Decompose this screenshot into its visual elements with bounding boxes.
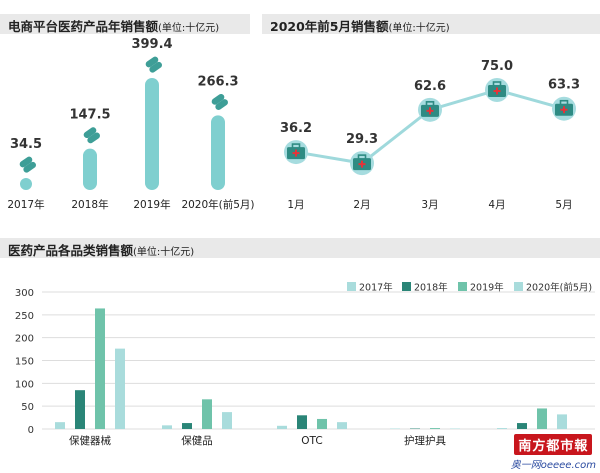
capsule-icon [215,99,228,110]
bar--2017年 [497,428,507,429]
legend-label: 2019年 [470,282,504,294]
capsule-icon [87,132,100,144]
legend-swatch [458,282,467,291]
value-label: 36.2 [280,121,312,136]
capsule-icon [211,93,225,105]
bar--2019年 [537,408,547,429]
category-label: 保健器械 [69,434,111,447]
bar-2017 [20,178,32,190]
category-label: 2020年(前5月) [181,198,254,211]
category-label: 3月 [421,199,438,211]
title-band-monthly [262,14,600,34]
medical-kit-icon [350,151,374,176]
capsule-icon [23,161,36,173]
bar-3 [145,78,159,190]
medical-kit-icon [552,96,576,121]
legend-label: 2017年 [359,282,393,294]
bar--2018年 [517,423,527,429]
capsule-icon [149,61,162,73]
bar-保健器械-2019年 [95,308,105,429]
bar-保健品-2020年(前5月) [222,412,232,429]
annual-sales-title: 电商平台医药产品年销售额(单位:十亿元) [8,19,220,34]
capsule-icon [83,127,97,139]
bar-4 [211,115,225,190]
bar-OTC-2018年 [297,415,307,429]
kit-cross [560,108,568,111]
bar-保健品-2017年 [162,425,172,429]
title-band-annual [0,14,250,34]
medical-kit-icon [485,78,509,102]
kit-cross [292,152,300,155]
bar-2 [83,148,97,190]
y-tick-label: 50 [21,402,34,413]
category-label: 2019年 [133,198,170,211]
value-label: 399.4 [131,38,172,52]
kit-cross [426,109,434,112]
capsule-icon [211,93,228,110]
legend-label: 2018年 [414,282,448,294]
bar-护理护具-2019年 [430,428,440,429]
bar-保健品-2018年 [182,423,192,429]
bar-OTC-2020年(前5月) [337,422,347,429]
bar--2020年(前5月) [557,414,567,429]
category-label: 1月 [287,199,304,211]
y-tick-label: 300 [15,288,34,299]
category-label: 保健品 [181,434,213,447]
value-label: 29.3 [346,132,378,147]
category-label: 2018年 [71,198,108,211]
medical-kit-icon [284,140,308,165]
category-sales-title: 医药产品各品类销售额(单位:十亿元) [8,243,195,258]
legend-swatch [347,282,356,291]
value-label: 75.0 [481,59,513,74]
category-label: 护理护具 [404,434,446,447]
category-sales-chart: 0 50 100 150 200 250 300 保健器械 保健品 OTC 护理护具 2017年 201… [15,282,595,447]
newspaper-logo: 南方都市報 奥一网oeeee.com [511,434,596,471]
capsule-icon [83,127,100,144]
legend-swatch [514,282,523,291]
legend-swatch [402,282,411,291]
category-label: 5月 [555,199,572,211]
value-label: 266.3 [197,74,238,89]
annual-sales-chart: 34.5 2017年 147.5 2018年 399.4 2019年 266.3 2020年(… [7,38,254,211]
logo-name: 南方都市報 [514,434,593,455]
y-tick-label: 150 [15,357,34,368]
bar-保健器械-2017年 [55,422,65,429]
medical-kit-icon [418,97,442,122]
kit-cross [358,163,366,166]
value-label: 147.5 [69,108,110,123]
value-label: 34.5 [10,137,42,152]
y-tick-label: 100 [15,379,34,390]
bar-OTC-2019年 [317,418,327,429]
category-label: 2月 [353,199,370,211]
kit-cross [493,90,501,92]
title-band-category [0,238,600,258]
y-tick-label: 250 [15,311,34,322]
monthly-sales-title: 2020年前5月销售额(单位:十亿元) [270,19,450,34]
y-tick-label: 0 [28,425,34,436]
y-tick-label: 200 [15,334,34,345]
bar-保健器械-2020年(前5月) [115,348,125,429]
bar-保健品-2019年 [202,399,212,429]
capsule-icon [19,156,33,168]
value-label: 63.3 [548,78,580,93]
bar-OTC-2017年 [277,425,287,429]
capsule-icon [145,56,162,73]
capsule-icon [145,56,159,68]
category-label: 2017年 [7,198,44,211]
capsule-icon [19,156,36,173]
bar-保健器械-2018年 [75,390,85,429]
logo-url: 奥一网oeeee.com [510,460,596,471]
monthly-sales-chart: 36.2 1月 29.3 2月 62.6 3月 75.0 4月 63.3 5月 [280,59,580,211]
value-label: 62.6 [414,79,446,94]
category-label: 4月 [488,199,505,211]
category-label: OTC [301,435,322,447]
legend-label: 2020年(前5月) [526,282,592,294]
